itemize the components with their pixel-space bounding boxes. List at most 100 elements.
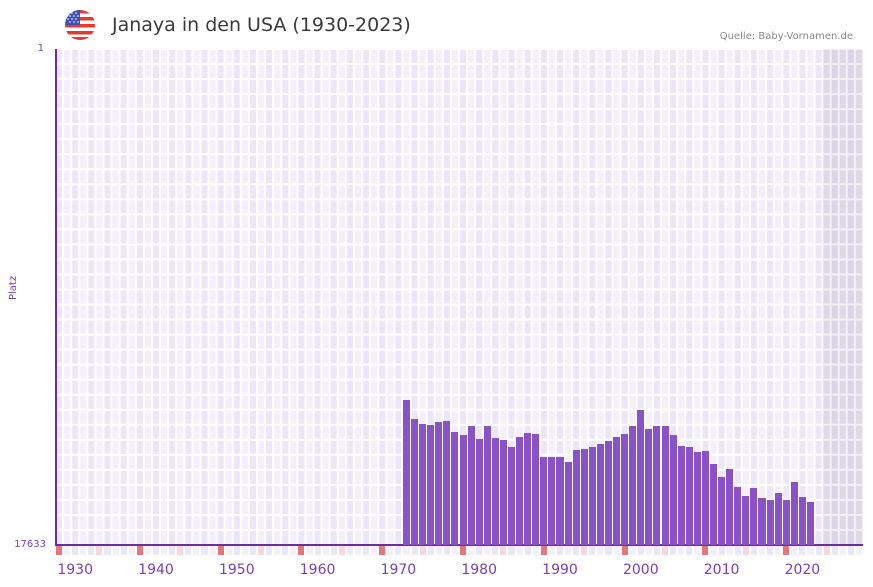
bar-2005: [677, 445, 685, 545]
year-cell: [387, 546, 394, 555]
bar-2009: [709, 463, 718, 545]
year-cell: [548, 546, 555, 555]
bar-1986: [524, 432, 532, 545]
decade-marker: [540, 546, 547, 555]
year-cell: [855, 546, 862, 555]
year-cell: [314, 546, 321, 555]
bar-1978: [459, 434, 467, 545]
decade-marker: [298, 546, 305, 555]
decade-marker: [136, 546, 143, 555]
bar-1993: [580, 448, 588, 545]
year-cell: [532, 546, 539, 555]
bar-1989: [548, 456, 556, 545]
year-cell: [306, 546, 313, 555]
bar-1984: [507, 446, 516, 545]
bar-1987: [532, 433, 540, 545]
x-tick: 1980: [461, 562, 498, 578]
y-axis-line: [55, 49, 57, 546]
bar-1983: [499, 439, 507, 545]
year-cell: [443, 546, 450, 555]
bar-2011: [726, 468, 734, 545]
year-cell: [815, 546, 822, 555]
decade-marker: [56, 546, 63, 555]
year-cell: [734, 546, 741, 555]
x-tick: 1990: [542, 562, 578, 578]
bar-1990: [556, 456, 564, 545]
bar-2010: [718, 476, 726, 545]
half-decade-marker: [419, 546, 426, 555]
year-cell: [185, 546, 192, 555]
year-cell: [322, 546, 329, 555]
year-cell: [508, 546, 515, 555]
bar-1992: [572, 449, 580, 545]
decade-marker: [621, 546, 628, 555]
bar-2001: [645, 428, 653, 545]
year-cell: [831, 546, 838, 555]
year-cell: [120, 546, 127, 555]
year-cell: [492, 546, 499, 555]
year-cell: [524, 546, 531, 555]
year-cell: [152, 546, 160, 555]
chart-title: Janaya in den USA (1930-2023): [112, 14, 411, 36]
bar-2020: [798, 496, 806, 545]
bar-1991: [564, 461, 572, 545]
year-cell: [605, 546, 612, 555]
half-decade-marker: [177, 546, 184, 555]
bar-1976: [443, 420, 451, 545]
decade-marker: [460, 546, 467, 555]
bar-2016: [766, 499, 774, 545]
source-credit: Quelle: Baby-Vornamen.de: [719, 31, 853, 42]
bar-1982: [491, 437, 499, 545]
year-cell: [573, 546, 580, 555]
decade-marker: [379, 546, 386, 555]
year-cell: [847, 546, 854, 555]
half-decade-marker: [500, 546, 507, 555]
decade-marker: [702, 546, 709, 555]
year-cell: [64, 546, 71, 555]
bar-2018: [782, 499, 790, 545]
year-cell: [363, 546, 370, 555]
year-cell: [653, 546, 660, 555]
year-cell: [193, 546, 200, 555]
year-cell: [104, 546, 111, 555]
y-tick-top: 1: [37, 43, 44, 54]
x-tick: 2020: [784, 562, 821, 578]
year-cell: [686, 546, 693, 555]
year-cell: [710, 546, 717, 555]
bar-2004: [669, 434, 677, 545]
decade-marker: [217, 546, 224, 555]
year-cell: [411, 546, 418, 555]
year-cell: [266, 546, 273, 555]
usa-flag-icon: [65, 10, 95, 40]
year-cell: [468, 546, 475, 555]
x-tick: 2010: [703, 562, 740, 578]
year-cell: [395, 546, 402, 555]
year-cell: [694, 546, 701, 555]
year-cell: [589, 546, 596, 555]
year-cell: [484, 546, 491, 555]
half-decade-marker: [258, 546, 265, 555]
year-cell: [799, 546, 806, 555]
x-tick: 2000: [622, 562, 659, 578]
year-cell: [435, 546, 442, 555]
bar-2006: [685, 446, 693, 545]
y-tick-bottom: 17633: [14, 539, 46, 550]
bar-2019: [790, 481, 798, 545]
year-cell: [597, 546, 604, 555]
half-decade-marker: [581, 546, 588, 555]
year-cell: [516, 546, 523, 555]
year-cell: [80, 546, 87, 555]
year-cell: [556, 546, 564, 555]
half-decade-marker: [96, 546, 103, 555]
y-axis-label: Platz: [8, 275, 19, 300]
year-cell: [233, 546, 240, 555]
year-cell: [726, 546, 733, 555]
year-cell: [371, 546, 378, 555]
year-cell: [718, 546, 725, 555]
bar-1971: [402, 399, 411, 545]
year-cell: [645, 546, 652, 555]
bar-2017: [774, 492, 782, 545]
bar-1979: [467, 425, 475, 545]
half-decade-marker: [742, 546, 749, 555]
year-cell: [249, 546, 256, 555]
